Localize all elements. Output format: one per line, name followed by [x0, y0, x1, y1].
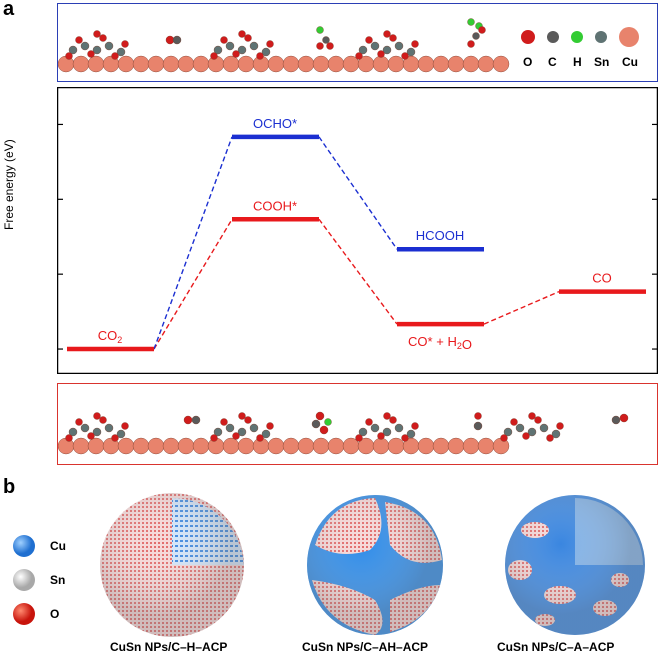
blue-connector [318, 136, 398, 250]
particle-h-acp [100, 493, 244, 637]
bottom-structures-box [57, 383, 658, 465]
bottom-structures-illustration [57, 411, 629, 455]
legend-sn-b: Sn [50, 573, 66, 587]
cu-atom [327, 437, 345, 455]
caption-h-acp: CuSn NPs/C–H–ACP [110, 640, 228, 654]
particle-ah-acp [307, 495, 443, 635]
cu-atom [372, 437, 390, 455]
label-cooh: COOH* [253, 198, 297, 213]
cu-atom [282, 437, 300, 455]
label-co-h2o: CO* + H2O [408, 334, 472, 352]
cu-atom [72, 437, 90, 455]
red-connector [153, 218, 233, 350]
cu-atom [417, 55, 435, 73]
panel-a-label: a [3, 0, 15, 20]
cu-atom [117, 55, 135, 73]
panel-b-legend-swatches [13, 535, 35, 625]
plot-frame [57, 87, 658, 374]
cu-atom [132, 55, 150, 73]
red-connector [483, 291, 560, 325]
cu-atom [447, 55, 465, 73]
cu-atom [87, 55, 105, 73]
o-swatch [13, 603, 35, 625]
cu-atom [177, 55, 195, 73]
element-legend-swatches [521, 27, 639, 47]
cu-atom [477, 55, 495, 73]
particle-a-acp [505, 495, 645, 635]
cu-atom [192, 437, 210, 455]
cu-atom [267, 55, 285, 73]
cu-atom [237, 437, 255, 455]
cu-atom [492, 55, 510, 73]
caption-a-acp: CuSn NPs/C–A–ACP [497, 640, 615, 654]
cu-atom [297, 55, 315, 73]
sn-swatch [13, 569, 35, 591]
label-co: CO [592, 271, 612, 286]
caption-ah-acp: CuSn NPs/C–AH–ACP [302, 640, 429, 654]
carbon-swatch [547, 31, 559, 43]
cu-atom [237, 55, 255, 73]
cu-atom [177, 437, 195, 455]
cu-atom [267, 437, 285, 455]
cu-atom [432, 55, 450, 73]
cu-atom [462, 437, 480, 455]
cu-atom [432, 437, 450, 455]
cu-atom [387, 437, 405, 455]
blue-connector [153, 136, 233, 350]
legend-o-b: O [50, 607, 60, 621]
legend-o: O [523, 55, 533, 69]
legend-c: C [548, 55, 557, 69]
y-axis-label: Free energy (eV) [2, 139, 16, 230]
cu-atom [147, 55, 165, 73]
hydrogen-swatch [571, 31, 583, 43]
label-ocho: OCHO* [253, 116, 297, 131]
panel-b-label: b [3, 476, 16, 498]
legend-sn: Sn [594, 55, 610, 69]
cu-atom [222, 55, 240, 73]
cu-atom [372, 55, 390, 73]
cu-atom [297, 437, 315, 455]
cu-atom [387, 55, 405, 73]
cu-atom [222, 437, 240, 455]
top-structures-box [57, 3, 658, 82]
cu-atom [162, 55, 180, 73]
legend-h: H [573, 55, 582, 69]
cu-atom [327, 55, 345, 73]
legend-cu-b: Cu [50, 539, 66, 553]
label-hcooh: HCOOH [416, 228, 464, 243]
oxygen-swatch [521, 30, 535, 44]
cu-atom [477, 437, 495, 455]
cu-atom [282, 55, 300, 73]
top-structures-illustration [57, 18, 510, 73]
copper-swatch [619, 27, 639, 47]
legend-cu: Cu [622, 55, 638, 69]
cu-atom [117, 437, 135, 455]
cu-atom [147, 437, 165, 455]
nanoparticle-renderings [100, 493, 645, 637]
cu-atom [447, 437, 465, 455]
cu-atom [72, 55, 90, 73]
cu-atom [132, 437, 150, 455]
cu-swatch [13, 535, 35, 557]
label-co2: CO2 [98, 328, 123, 345]
cu-atom [192, 55, 210, 73]
tin-swatch [595, 31, 607, 43]
red-connector [318, 218, 398, 325]
cu-atom [87, 437, 105, 455]
cu-atom [162, 437, 180, 455]
cu-atom [417, 437, 435, 455]
cu-atom [312, 437, 330, 455]
cu-atom [462, 55, 480, 73]
cu-atom [312, 55, 330, 73]
